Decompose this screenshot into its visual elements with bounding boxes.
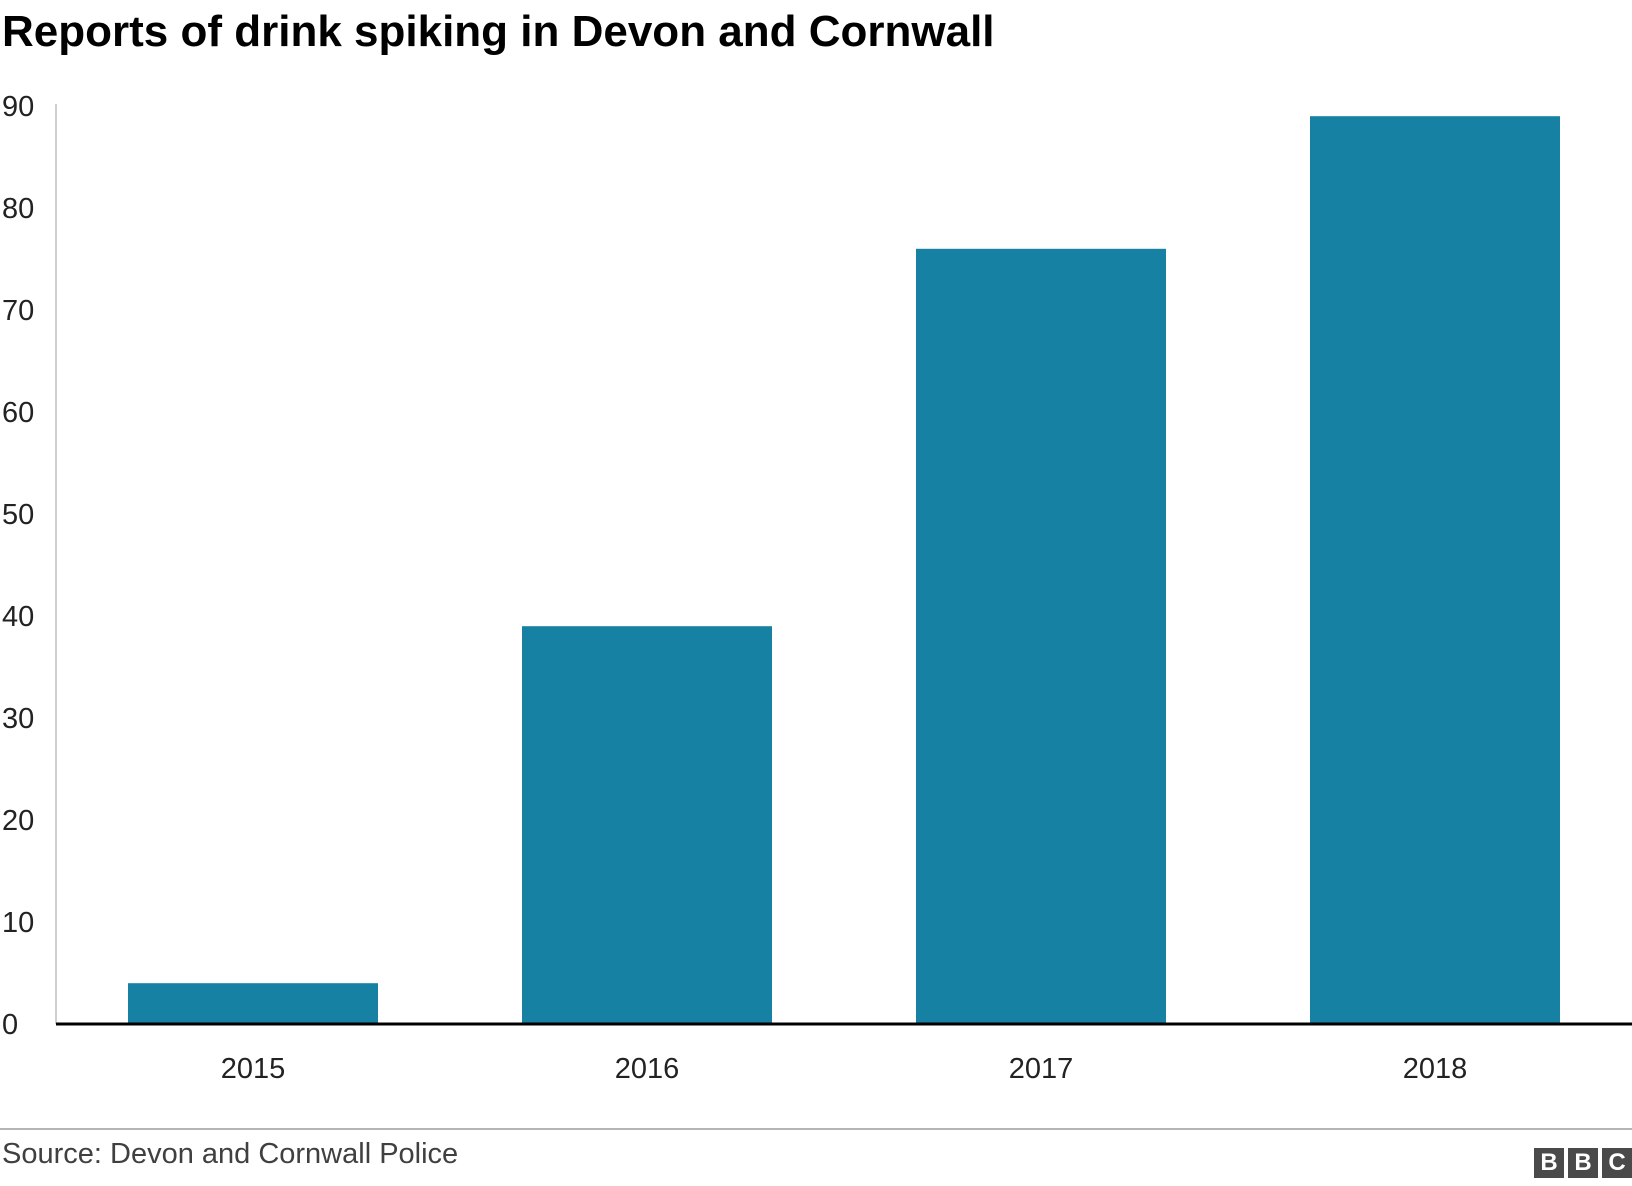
chart-title: Reports of drink spiking in Devon and Co… [2,7,995,56]
bar-chart: 0 10 20 30 40 50 60 70 80 90 2015 2016 2017 2018 [2,91,1632,1085]
y-tick-label: 80 [2,193,34,225]
x-tick-label: 2018 [1403,1053,1468,1085]
y-tick-label: 90 [2,91,34,123]
bbc-logo-letter: B [1534,1148,1564,1178]
y-tick-label: 30 [2,703,34,735]
y-tick-label: 10 [2,907,34,939]
bar-2016 [522,626,772,1024]
bar-2017 [916,248,1166,1025]
y-tick-label: 20 [2,805,34,837]
source-note: Source: Devon and Cornwall Police [2,1138,459,1170]
footer-divider [0,1128,1632,1130]
y-tick-label: 50 [2,499,34,531]
bar-2018 [1310,116,1560,1024]
bbc-logo-letter: B [1568,1148,1598,1178]
x-tick-label: 2016 [615,1053,680,1085]
bbc-logo: B B C [1534,1148,1632,1178]
x-tick-label: 2015 [221,1053,286,1085]
bar-2015 [128,983,378,1024]
y-tick-label: 0 [2,1009,18,1041]
y-tick-label: 40 [2,601,34,633]
y-tick-label: 70 [2,295,34,327]
x-tick-label: 2017 [1009,1053,1074,1085]
y-tick-label: 60 [2,397,34,429]
bbc-logo-letter: C [1602,1148,1632,1178]
